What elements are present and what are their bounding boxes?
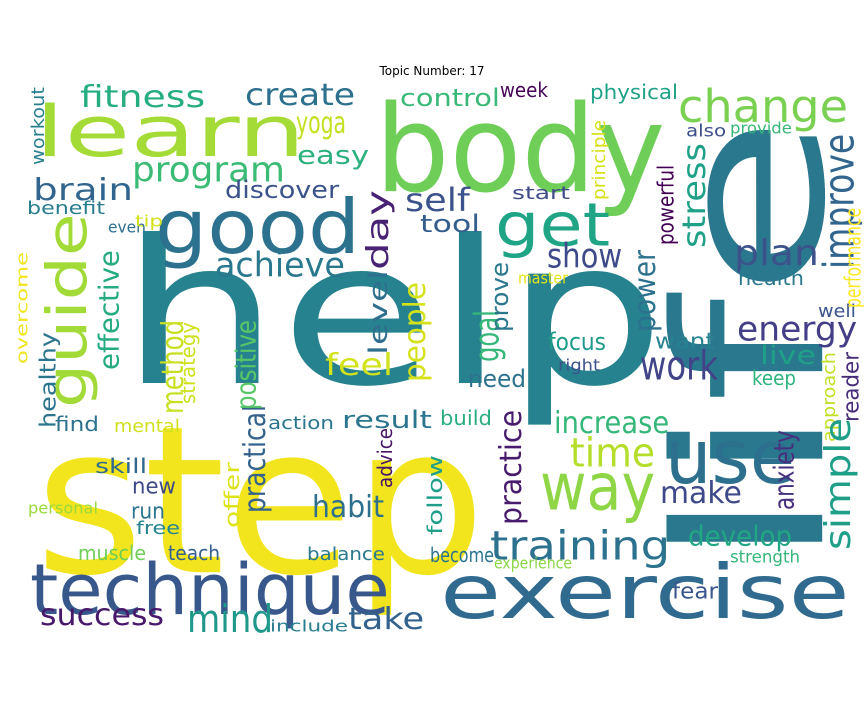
word-physical: physical [590, 80, 678, 104]
word-good: good [155, 183, 361, 271]
word-self: self [405, 181, 470, 219]
word-find: find [55, 412, 99, 436]
word-effective: effective [92, 250, 126, 370]
word-strength: strength [730, 546, 801, 567]
word-even: even [108, 217, 146, 237]
word-experience: experience [494, 553, 573, 573]
word-personal: personal [28, 498, 98, 518]
word-change: change [678, 79, 849, 133]
word-teach: teach [168, 541, 221, 565]
word-easy: easy [297, 139, 370, 171]
word-strategy: strategy [176, 321, 200, 404]
word-benefit: benefit [27, 197, 106, 219]
word-program: program [132, 148, 285, 190]
word-help: help [120, 197, 666, 431]
word-make: make [660, 475, 742, 511]
word-reader: reader [838, 352, 864, 422]
word-free: free [136, 517, 181, 539]
word-day: day [360, 190, 396, 270]
word-keep: keep [752, 366, 796, 390]
word-feel: feel [325, 347, 394, 383]
word-anxiety: anxiety [767, 430, 801, 510]
word-power: power [627, 249, 663, 332]
word-run: run [131, 498, 165, 524]
word-powerful: powerful [653, 164, 679, 245]
word-performance: performance [840, 207, 864, 308]
word-create: create [245, 77, 356, 113]
word-exercise: exercise [440, 548, 850, 636]
word-plan: plan [734, 231, 819, 274]
word-success: success [40, 597, 165, 633]
word-principle: principle [588, 119, 610, 200]
word-also: also [686, 120, 727, 141]
word-achieve: achieve [215, 244, 345, 285]
word-time: time [570, 429, 655, 477]
word-fear: fear [672, 578, 719, 604]
word-positive: positive [229, 319, 263, 410]
word-increase: increase [554, 405, 670, 441]
word-right: right [558, 355, 600, 375]
word-new: new [132, 473, 176, 499]
word-practical: practical [237, 405, 273, 513]
word-learn: learn [35, 90, 306, 173]
word-training: training [490, 522, 671, 570]
word-action: action [268, 412, 334, 434]
word-balance: balance [307, 543, 385, 565]
word-include: include [270, 616, 349, 636]
word-work: work [640, 342, 718, 390]
word-develop: develop [688, 519, 793, 553]
word-prove: prove [485, 261, 514, 332]
word-week: week [500, 78, 548, 102]
word-advice: advice [373, 427, 397, 488]
word-follow: follow [423, 455, 447, 535]
word-health: health [738, 266, 804, 290]
word-overcome: overcome [12, 252, 32, 364]
word-simple: simple [816, 417, 859, 550]
word-technique: technique [30, 548, 390, 631]
word-muscle: muscle [78, 541, 147, 565]
word-take: take [348, 601, 425, 637]
word-stress: stress [675, 143, 713, 248]
word-show: show [547, 235, 623, 276]
word-use: use [665, 413, 796, 501]
word-mental: mental [114, 415, 180, 437]
word-start: start [512, 182, 570, 204]
word-yoga: yoga [296, 105, 347, 141]
word-build: build [440, 406, 492, 430]
word-master: master [518, 268, 568, 288]
word-step: step [35, 381, 486, 622]
word-fitness: fitness [80, 79, 206, 115]
word-brain: brain [33, 172, 134, 208]
word-way: way [540, 449, 656, 526]
word-people: people [397, 282, 433, 382]
word-get: get [495, 189, 611, 260]
word-focus: focus [548, 327, 606, 356]
word-energy: energy [737, 308, 858, 349]
word-want: want [655, 328, 715, 354]
word-live: live [760, 339, 817, 371]
word-body: body [375, 79, 666, 220]
word-level: level [362, 270, 394, 355]
word-mind: mind [187, 596, 274, 642]
word-well: well [818, 300, 856, 322]
word-provide: provide [730, 118, 792, 138]
word-control: control [400, 83, 500, 112]
word-workout: workout [27, 86, 49, 165]
word-healthy: healthy [35, 332, 61, 428]
word-practice: practice [493, 409, 529, 525]
word-need: need [468, 364, 526, 393]
topic-title: Topic Number: 17 [379, 64, 485, 78]
word-tool: tool [420, 209, 481, 238]
word-become: become [430, 543, 495, 567]
word-habit: habit [312, 489, 385, 525]
word-result: result [342, 405, 432, 434]
word-tip: tip [135, 211, 164, 231]
word-skill: skill [95, 454, 148, 478]
word-discover: discover [225, 175, 340, 204]
